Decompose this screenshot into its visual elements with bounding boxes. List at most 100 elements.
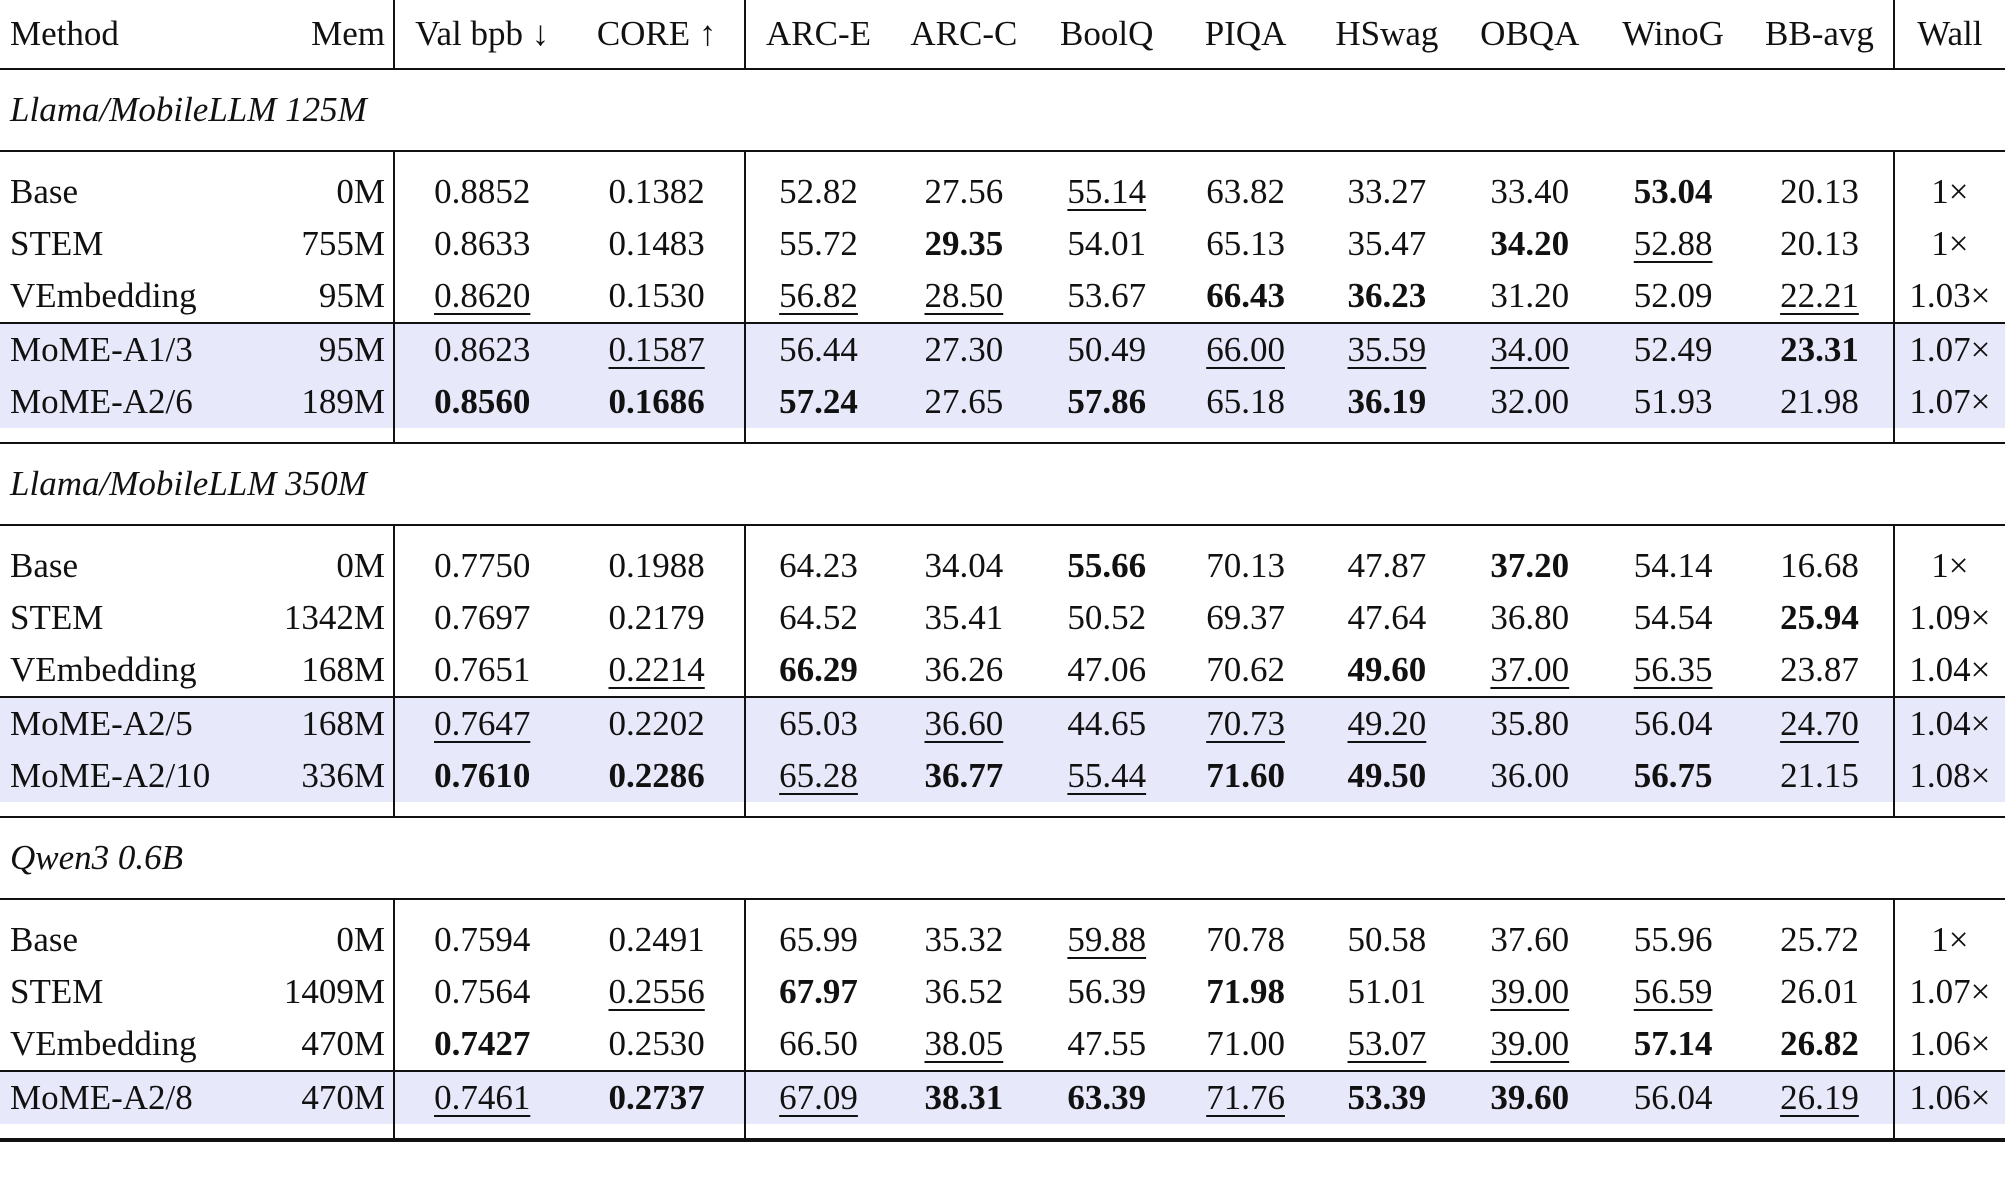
cell-obqa: 37.60: [1460, 914, 1600, 966]
cell-wall: 1.06×: [1892, 1070, 2005, 1124]
cell-value: 54.01: [1067, 224, 1147, 263]
cell-value: 65.13: [1206, 224, 1285, 263]
cell-value: 34.20: [1490, 224, 1570, 263]
spacer-cell: [273, 151, 394, 166]
cell-value: 95M: [318, 276, 385, 315]
cell-arc-e: 67.09: [743, 1070, 892, 1124]
cell-value: 53.04: [1633, 172, 1713, 211]
cell-value: 44.65: [1067, 704, 1147, 743]
cell-hswag: 49.60: [1314, 644, 1459, 697]
cell-value: 0.1382: [608, 172, 705, 211]
cell-arc-e: 65.03: [743, 696, 892, 750]
cell-value: 65.28: [779, 756, 858, 795]
cell-obqa: 32.00: [1459, 376, 1600, 428]
cell-val-bpb: 0.7594: [392, 914, 570, 966]
cell-value: 20.13: [1780, 224, 1859, 263]
spacer-row: [0, 802, 2005, 818]
cell-value: 67.09: [779, 1078, 858, 1117]
cell-core: 0.1382: [569, 166, 744, 218]
cell-arc-c: 35.32: [891, 914, 1036, 966]
spacer-cell: [1599, 428, 1747, 444]
cell-winog: 52.09: [1600, 270, 1746, 323]
cell-value: 49.60: [1347, 650, 1427, 689]
cell-method: STEM: [0, 966, 273, 1018]
cell-value: 26.82: [1780, 1024, 1859, 1063]
cell-value: 1.03×: [1909, 276, 1991, 315]
cell-winog: 56.59: [1600, 966, 1746, 1018]
spacer-cell: [569, 428, 745, 444]
cell-value: 0.1587: [608, 330, 705, 369]
cell-value: 32.00: [1490, 382, 1570, 421]
cell-value: 55.96: [1633, 920, 1713, 959]
cell-value: 36.00: [1490, 756, 1570, 795]
cell-value: 52.82: [779, 172, 858, 211]
spacer-cell: [392, 899, 570, 914]
cell-value: Base: [10, 920, 79, 959]
cell-value: 1×: [1931, 546, 1969, 585]
cell-arc-e: 52.82: [743, 166, 892, 218]
spacer-cell: [569, 525, 744, 540]
cell-hswag: 33.27: [1314, 166, 1459, 218]
cell-arc-e: 65.99: [743, 914, 892, 966]
table-row: Base 0M 0.8852 0.1382 52.82 27.56 55.14 63.82 33…: [0, 166, 2005, 218]
spacer-cell: [1892, 151, 2005, 166]
cell-value: 0.2179: [608, 598, 705, 637]
cell-obqa: 36.80: [1460, 592, 1600, 644]
spacer-cell: [392, 428, 570, 444]
spacer-cell: [1459, 802, 1600, 818]
cell-value: 0.2491: [608, 920, 705, 959]
cell-winog: 56.04: [1599, 696, 1747, 750]
cell-hswag: 51.01: [1314, 966, 1459, 1018]
cell-piqa: 65.18: [1176, 376, 1315, 428]
cell-value: 1.07×: [1909, 382, 1991, 421]
cell-boolq: 63.39: [1036, 1070, 1177, 1124]
cell-arc-e: 56.82: [743, 270, 892, 323]
cell-value: 0.2530: [608, 1024, 705, 1063]
table-row: MoME-A2/6 189M 0.8560 0.1686 57.24 27.65 57.86…: [0, 376, 2005, 428]
cell-mem: 0M: [273, 166, 394, 218]
cell-winog: 54.54: [1600, 592, 1746, 644]
spacer-cell: [1176, 1124, 1315, 1142]
cell-value: Base: [10, 172, 79, 211]
spacer-row: [0, 899, 2005, 914]
spacer-cell: [1746, 428, 1894, 444]
cell-value: 336M: [301, 756, 385, 795]
cell-value: 37.20: [1490, 546, 1570, 585]
cell-arc-e: 55.72: [743, 218, 892, 270]
spacer-cell: [1036, 428, 1177, 444]
cell-value: MoME-A1/3: [10, 330, 193, 369]
cell-value: 25.94: [1780, 598, 1859, 637]
header-arc-c: ARC-C: [891, 0, 1037, 70]
spacer-cell: [891, 899, 1036, 914]
cell-hswag: 35.47: [1314, 218, 1459, 270]
cell-value: 1×: [1931, 172, 1969, 211]
cell-core: 0.2530: [569, 1018, 744, 1071]
cell-value: 47.06: [1067, 650, 1147, 689]
cell-value: 1.04×: [1909, 704, 1991, 743]
cell-obqa: 35.80: [1459, 696, 1600, 750]
cell-value: 49.20: [1347, 704, 1427, 743]
cell-core: 0.2202: [569, 696, 745, 750]
cell-value: 36.19: [1347, 382, 1427, 421]
spacer-row: [0, 428, 2005, 444]
cell-method: STEM: [0, 218, 273, 270]
spacer-cell: [392, 151, 570, 166]
cell-wall: 1.03×: [1892, 270, 2005, 323]
cell-bb-avg: 25.94: [1746, 592, 1893, 644]
cell-value: 39.60: [1490, 1078, 1570, 1117]
cell-value: 34.04: [924, 546, 1004, 585]
cell-wall: 1×: [1892, 166, 2005, 218]
cell-value: 59.88: [1067, 920, 1147, 959]
cell-value: 27.56: [924, 172, 1004, 211]
cell-boolq: 54.01: [1037, 218, 1177, 270]
cell-value: 55.72: [779, 224, 858, 263]
cell-core: 0.1587: [569, 322, 745, 376]
cell-value: 52.88: [1633, 224, 1713, 263]
cell-obqa: 39.00: [1460, 1018, 1600, 1071]
cell-mem: 95M: [272, 322, 394, 376]
cell-obqa: 36.00: [1459, 750, 1600, 802]
cell-value: 35.41: [924, 598, 1004, 637]
spacer-cell: [1314, 151, 1459, 166]
cell-arc-c: 36.52: [891, 966, 1036, 1018]
table-row: VEmbedding 95M 0.8620 0.1530 56.82 28.50 53.67…: [0, 270, 2005, 323]
